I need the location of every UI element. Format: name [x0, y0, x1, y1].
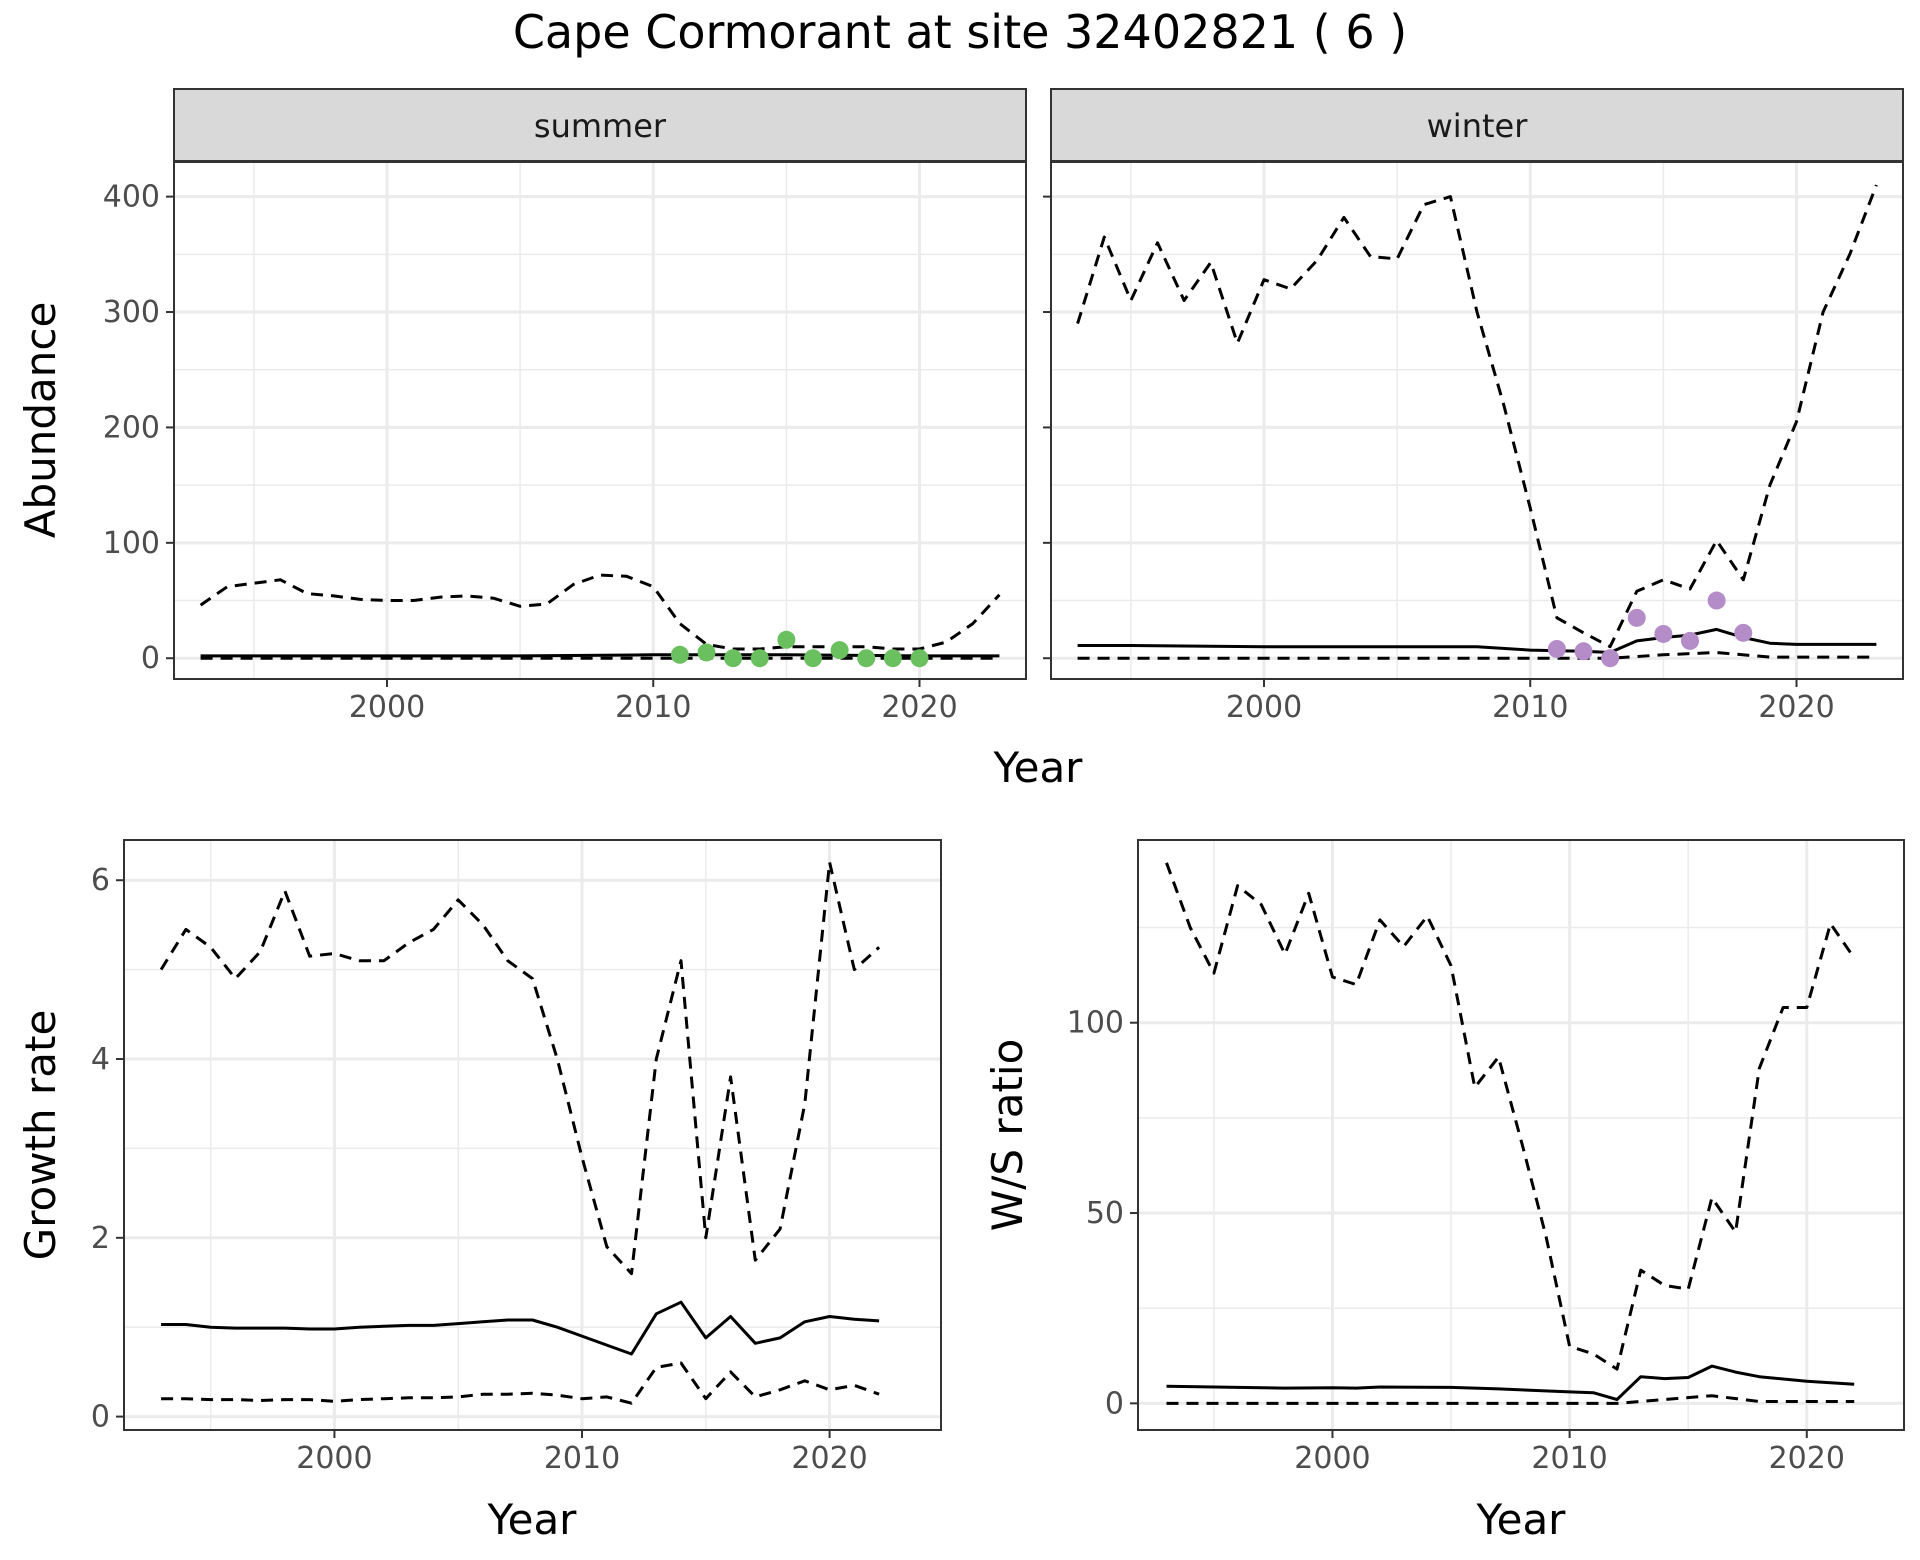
figure-title: Cape Cormorant at site 32402821 ( 6 ) [513, 5, 1407, 59]
winter-data-point [1574, 642, 1593, 661]
winter-strip [1050, 88, 1904, 162]
summer-plot-border [173, 161, 1027, 680]
winter-data-point [1681, 631, 1699, 650]
growth-panel: 2000 2010 2020 0 2 4 6 [91, 839, 942, 1476]
winter-data-point [1734, 623, 1753, 642]
summer-series-estimate-line [200, 653, 1000, 658]
growth-series-bound-line [161, 1361, 880, 1405]
summer-data-point [830, 641, 849, 660]
growth-y-tick-label: 2 [91, 1221, 110, 1256]
summer-y-tick-label: 100 [103, 526, 160, 561]
summer-data-point [777, 630, 796, 649]
growth-y-tick-label: 6 [91, 863, 110, 898]
summer-data-point [697, 643, 716, 662]
summer-y-tick-label: 200 [103, 410, 160, 445]
winter-x-tick-label: 2000 [1226, 690, 1302, 725]
winter-data-point [1627, 608, 1646, 627]
ws-ratio-x-axis-title: Year [1476, 1495, 1567, 1544]
winter-x-tick-label: 2010 [1492, 690, 1568, 725]
winter-series-estimate-line [1077, 627, 1877, 654]
ws-ratio-x-tick-label: 2020 [1769, 1441, 1845, 1476]
growth-y-tick-label: 4 [91, 1042, 110, 1077]
ws-ratio-y-tick-label: 50 [1086, 1196, 1124, 1231]
summer-strip [173, 88, 1027, 162]
summer-data-point [724, 649, 743, 668]
winter-plot-border [1050, 161, 1904, 680]
winter-panel: winter 2000 2010 2020 [1043, 88, 1904, 725]
growth-x-tick-label: 2020 [791, 1441, 867, 1476]
growth-x-axis-title: Year [487, 1495, 578, 1544]
ws-ratio-series-bound-line [1166, 1394, 1855, 1405]
winter-series-bound-line [1077, 651, 1877, 660]
summer-strip-label: summer [534, 107, 667, 145]
ws-ratio-y-tick-label: 100 [1067, 1006, 1124, 1041]
summer-data-point [910, 649, 929, 668]
growth-plot-border [123, 839, 942, 1431]
winter-data-point [1547, 639, 1566, 658]
summer-data-point [883, 649, 902, 668]
summer-series-bound-line [199, 573, 1001, 651]
growth-series-estimate-line [161, 1300, 880, 1356]
growth-x-tick-label: 2010 [544, 1441, 620, 1476]
summer-x-tick-label: 2020 [881, 690, 957, 725]
winter-x-tick-label: 2020 [1758, 690, 1834, 725]
winter-data-point [1654, 624, 1673, 643]
summer-data-point [804, 649, 822, 668]
growth-x-tick-label: 2000 [296, 1441, 372, 1476]
summer-panel: summer 2000 2010 2020 0 100 200 300 400 [103, 88, 1027, 725]
ws-ratio-plot-border [1137, 839, 1905, 1431]
ws-ratio-series-bound-line [1165, 862, 1856, 1371]
summer-data-point [857, 649, 876, 668]
ws-ratio-panel: 2000 2010 2020 0 50 100 [1067, 839, 1905, 1476]
ws-ratio-x-tick-label: 2000 [1294, 1441, 1370, 1476]
growth-y-axis-title: Growth rate [16, 1010, 65, 1261]
summer-data-point [670, 645, 689, 664]
top-x-axis-title: Year [993, 743, 1084, 792]
ws-ratio-x-tick-label: 2010 [1531, 1441, 1607, 1476]
ws-ratio-y-axis-title: W/S ratio [983, 1039, 1032, 1232]
summer-x-tick-label: 2010 [615, 690, 691, 725]
summer-y-tick-label: 0 [141, 641, 160, 676]
summer-data-point [750, 649, 769, 668]
summer-y-tick-label: 300 [103, 295, 160, 330]
winter-series-bound-line [1076, 184, 1878, 649]
winter-data-point [1707, 591, 1726, 610]
summer-x-tick-label: 2000 [349, 690, 425, 725]
ws-ratio-y-tick-label: 0 [1105, 1386, 1124, 1421]
growth-series-bound-line [159, 860, 881, 1276]
ws-ratio-series-estimate-line [1166, 1364, 1855, 1401]
summer-y-tick-label: 400 [103, 180, 160, 215]
winter-data-point [1601, 649, 1620, 668]
growth-y-tick-label: 0 [91, 1400, 110, 1435]
top-y-axis-title: Abundance [16, 302, 65, 539]
winter-strip-label: winter [1427, 107, 1529, 145]
